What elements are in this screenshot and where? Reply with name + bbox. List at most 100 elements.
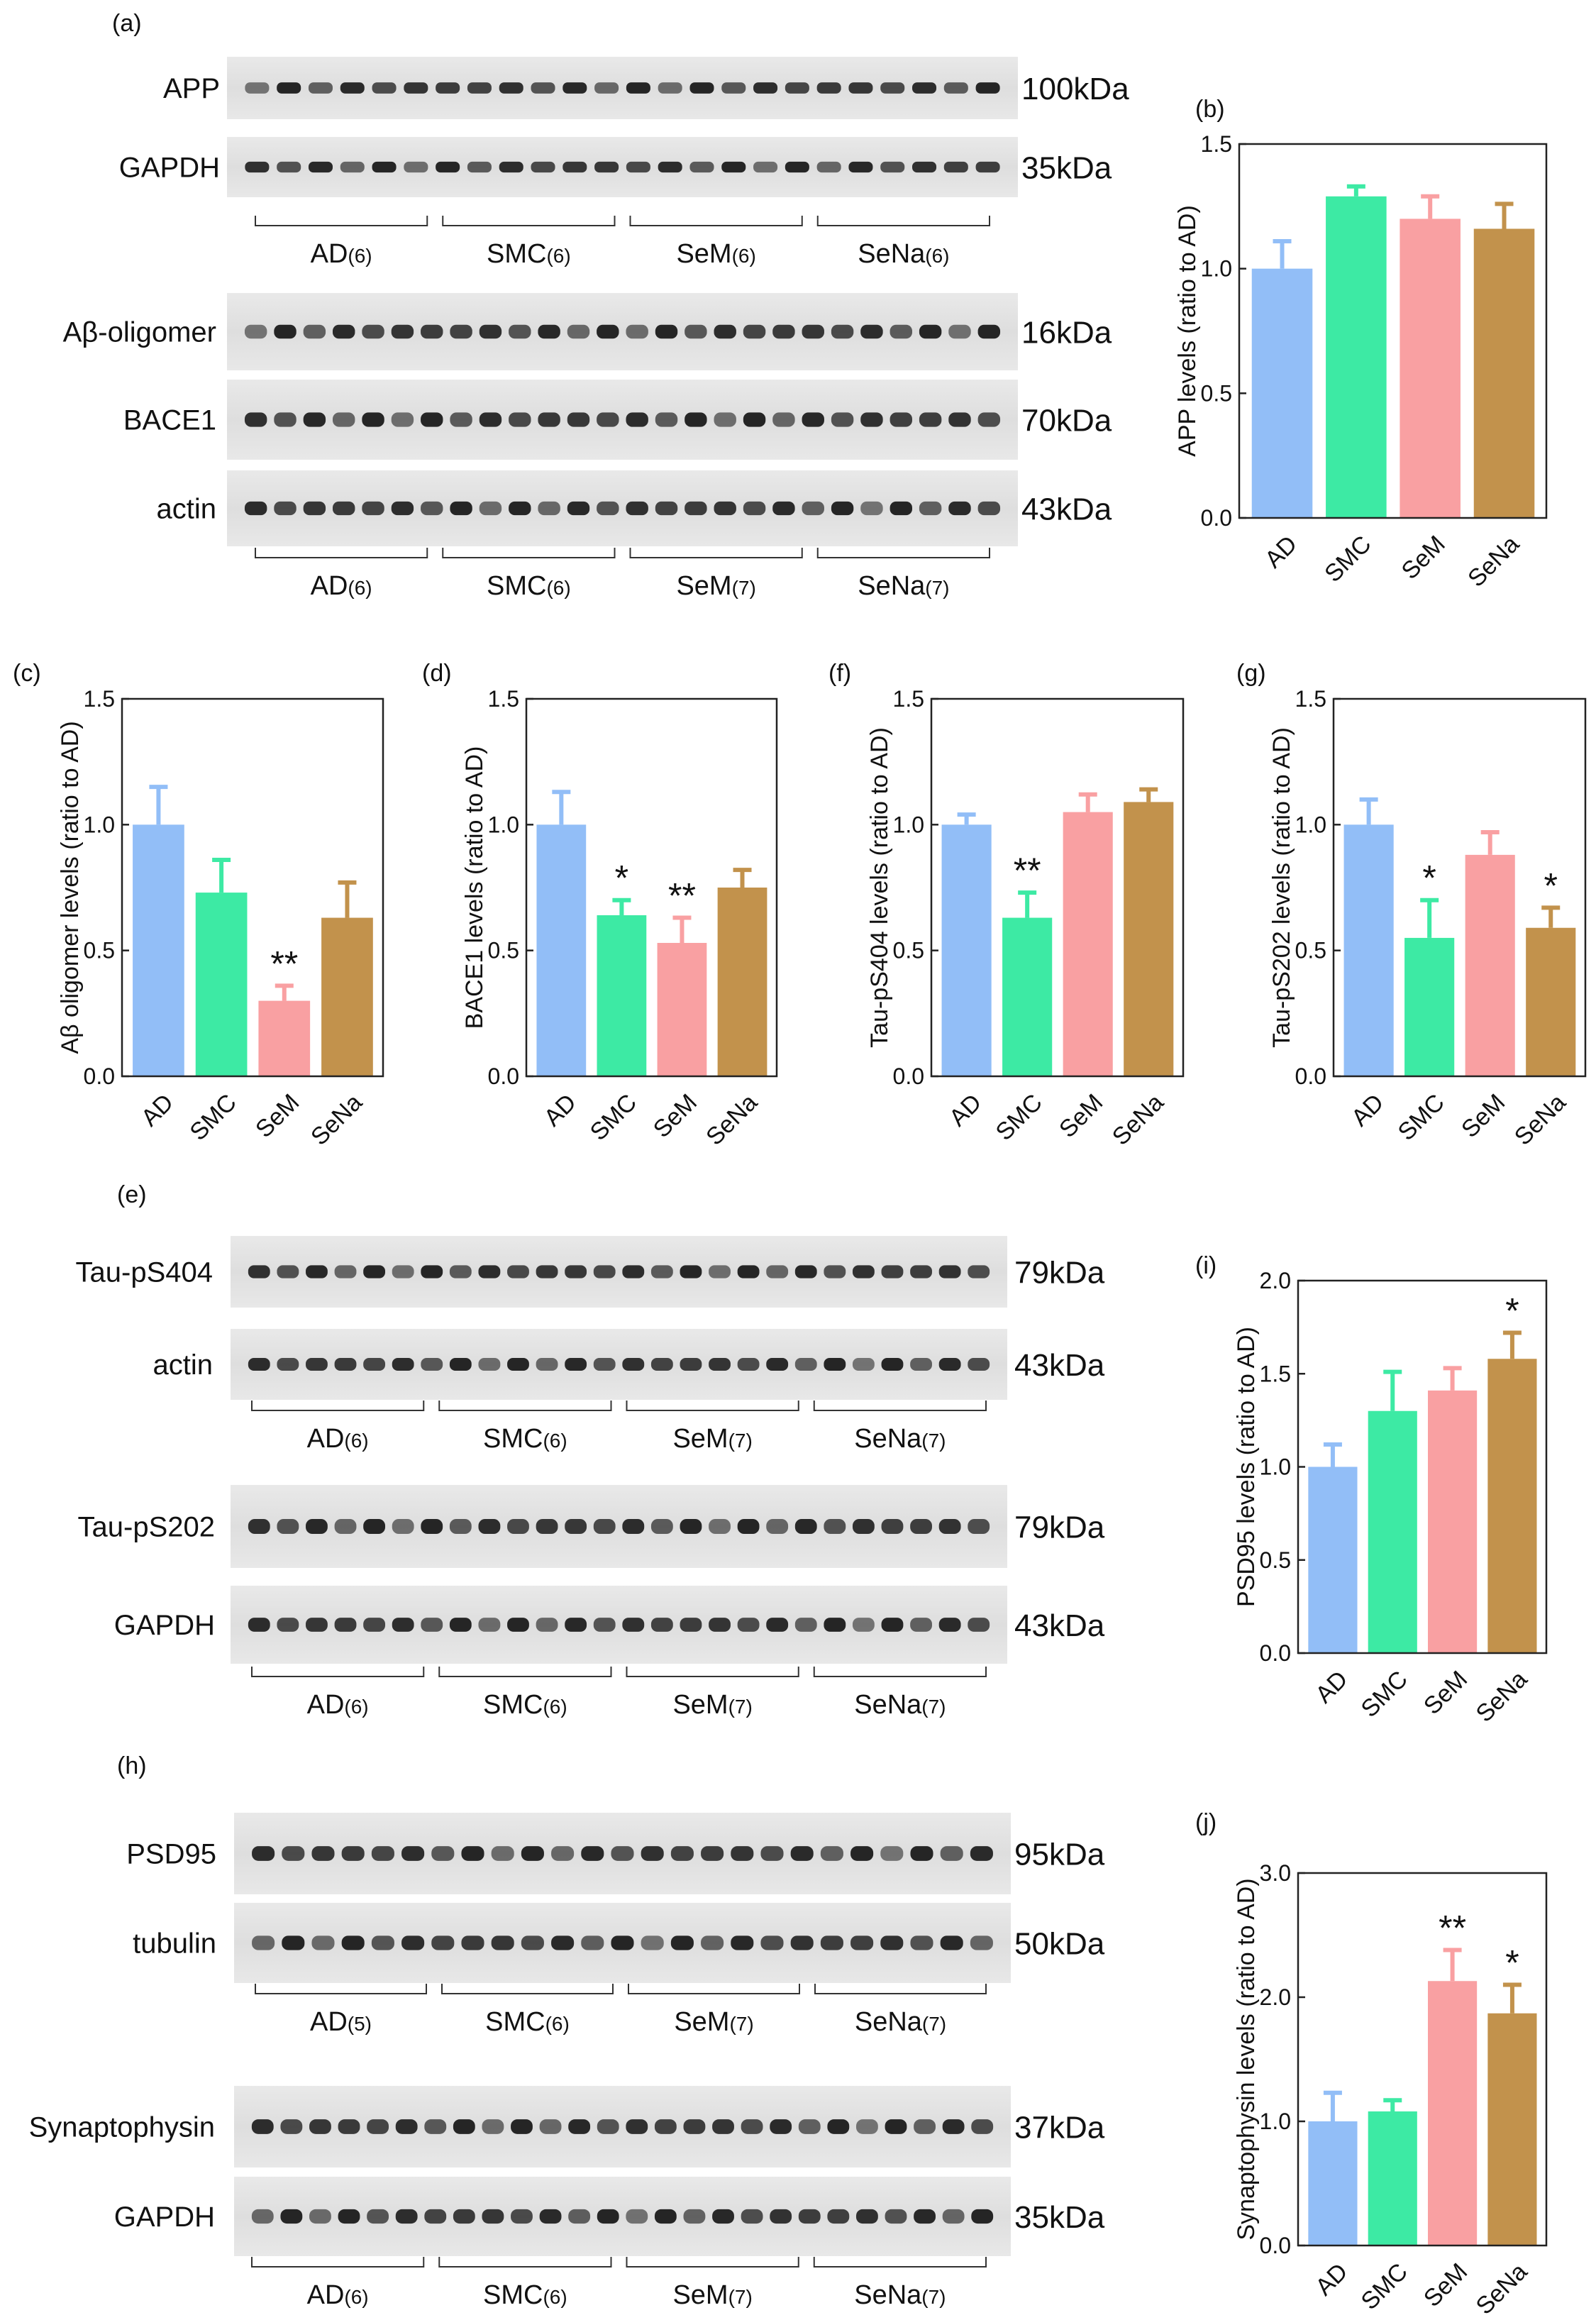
protein-band bbox=[737, 1618, 760, 1632]
protein-band bbox=[597, 2119, 619, 2134]
protein-band bbox=[424, 2209, 447, 2224]
bracket-line bbox=[813, 2257, 987, 2267]
protein-band bbox=[362, 324, 384, 339]
y-tick-label: 1.5 bbox=[488, 686, 519, 712]
protein-band bbox=[536, 1265, 558, 1278]
protein-band bbox=[743, 412, 766, 427]
y-axis-label: Aβ oligomer levels (ratio to AD) bbox=[57, 721, 84, 1054]
protein-band bbox=[308, 161, 333, 173]
bracket-line bbox=[816, 548, 990, 558]
protein-band bbox=[626, 2209, 648, 2224]
y-tick-label: 1.0 bbox=[488, 812, 519, 837]
group-label: SeM(7) bbox=[672, 2280, 752, 2310]
protein-band bbox=[855, 2209, 878, 2224]
protein-band bbox=[581, 1846, 604, 1861]
protein-band bbox=[306, 1618, 328, 1632]
protein-band bbox=[641, 1846, 664, 1861]
protein-band bbox=[507, 1358, 529, 1371]
group-bracket: AD(6) bbox=[255, 548, 428, 601]
protein-band bbox=[536, 1518, 558, 1535]
group-bracket: SMC(6) bbox=[441, 1984, 614, 2037]
protein-band bbox=[890, 501, 912, 516]
protein-band bbox=[737, 1358, 760, 1371]
protein-band bbox=[942, 2119, 965, 2134]
blot-membrane bbox=[227, 293, 1018, 370]
group-label: AD(6) bbox=[307, 2280, 369, 2310]
y-axis-label: PSD95 levels (ratio to AD) bbox=[1233, 1327, 1260, 1607]
protein-band bbox=[333, 324, 355, 339]
significance-marker: ** bbox=[1439, 1909, 1466, 1948]
protein-band bbox=[685, 412, 707, 427]
protein-band bbox=[531, 82, 555, 94]
protein-band bbox=[721, 161, 746, 173]
protein-band bbox=[977, 412, 1001, 427]
protein-band bbox=[424, 2119, 447, 2134]
group-label: SeM(7) bbox=[672, 1690, 752, 1720]
protein-band bbox=[363, 1265, 386, 1278]
protein-band bbox=[563, 161, 587, 173]
panel-label: (d) bbox=[422, 660, 452, 687]
blot-protein-label: actin bbox=[153, 1349, 214, 1381]
protein-band bbox=[766, 1265, 789, 1278]
bracket-line bbox=[814, 1984, 987, 1994]
protein-band bbox=[567, 501, 590, 516]
group-label: SeNa(7) bbox=[855, 2007, 946, 2037]
significance-marker: * bbox=[1422, 858, 1436, 898]
bar bbox=[1404, 937, 1455, 1076]
protein-band bbox=[827, 2209, 850, 2224]
protein-band bbox=[654, 2119, 677, 2134]
significance-marker: ** bbox=[270, 944, 298, 983]
x-tick-label: AD bbox=[1310, 2258, 1353, 2301]
blot-kda-label: 50kDa bbox=[1014, 1927, 1105, 1962]
significance-marker: ** bbox=[668, 876, 696, 916]
protein-band bbox=[760, 1935, 784, 1950]
blot-kda-label: 35kDa bbox=[1021, 151, 1112, 186]
protein-band bbox=[450, 324, 472, 339]
group-bracket: SeNa(7) bbox=[813, 2257, 987, 2310]
protein-band bbox=[670, 1935, 694, 1950]
x-tick-label: SMC bbox=[1392, 1089, 1449, 1146]
protein-band bbox=[709, 1618, 731, 1632]
y-tick-label: 3.0 bbox=[1260, 1860, 1291, 1886]
blot-kda-label: 100kDa bbox=[1021, 72, 1129, 106]
y-tick-label: 0.0 bbox=[1260, 1640, 1291, 1666]
protein-band bbox=[362, 501, 384, 516]
protein-band bbox=[333, 412, 355, 427]
protein-band bbox=[303, 324, 326, 339]
protein-band bbox=[449, 1518, 472, 1535]
protein-band bbox=[650, 1358, 673, 1371]
group-label: AD(5) bbox=[310, 2007, 372, 2037]
protein-band bbox=[478, 1518, 501, 1535]
protein-band bbox=[860, 501, 883, 516]
plot-frame bbox=[525, 697, 778, 1078]
protein-band bbox=[831, 324, 854, 339]
bar bbox=[657, 943, 707, 1076]
protein-band bbox=[453, 2119, 475, 2134]
protein-band bbox=[565, 1518, 587, 1535]
protein-band bbox=[890, 324, 912, 339]
x-tick-label: SeNa bbox=[1471, 2258, 1533, 2320]
plot-frame bbox=[1332, 697, 1587, 1078]
blot-membrane bbox=[234, 2177, 1011, 2256]
protein-band bbox=[245, 82, 270, 94]
protein-band bbox=[491, 1935, 514, 1950]
protein-band bbox=[392, 1358, 414, 1371]
bar bbox=[1002, 917, 1053, 1076]
protein-band bbox=[938, 1358, 961, 1371]
y-tick-label: 1.0 bbox=[1201, 256, 1232, 282]
protein-band bbox=[785, 82, 809, 94]
group-label: AD(6) bbox=[307, 1424, 369, 1454]
bar bbox=[1465, 854, 1515, 1076]
protein-band bbox=[977, 501, 1001, 516]
protein-band bbox=[689, 82, 714, 94]
y-tick-label: 0.5 bbox=[1201, 380, 1232, 406]
protein-band bbox=[306, 1518, 328, 1535]
protein-band bbox=[421, 324, 443, 339]
bar bbox=[1308, 1466, 1358, 1653]
group-name: SMC bbox=[485, 2007, 545, 2037]
y-axis-label: BACE1 levels (ratio to AD) bbox=[461, 746, 488, 1029]
protein-band bbox=[816, 161, 841, 173]
group-name: SMC bbox=[483, 2280, 543, 2310]
protein-band bbox=[968, 1265, 990, 1278]
protein-band bbox=[975, 82, 1000, 94]
